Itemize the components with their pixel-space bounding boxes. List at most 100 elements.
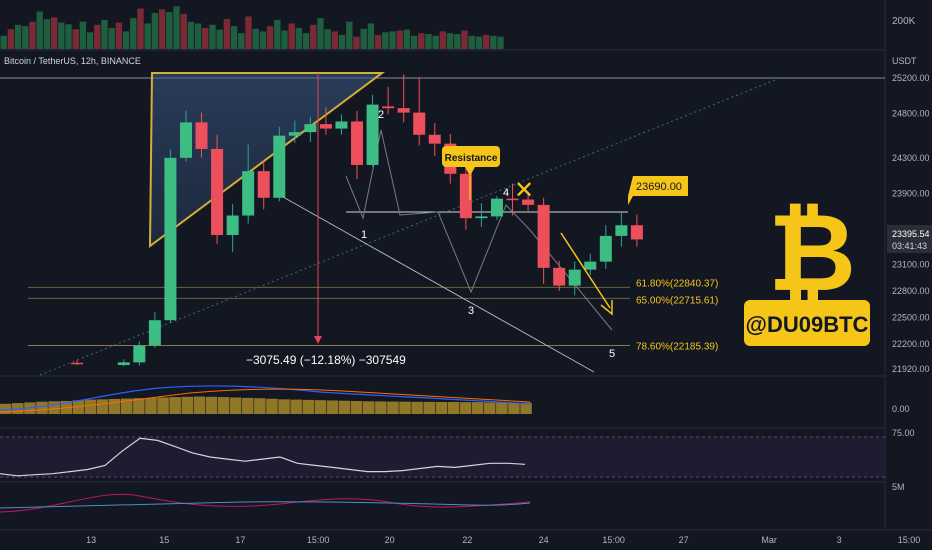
- volume-bar: [101, 19, 108, 49]
- candle[interactable]: [273, 135, 286, 198]
- macd-histogram-bar: [411, 401, 423, 414]
- candle[interactable]: [242, 171, 255, 216]
- candle[interactable]: [630, 225, 643, 240]
- fib-level-label: 61.80%(22840.37): [636, 278, 718, 289]
- volume-bar: [446, 33, 454, 49]
- time-tick-label: 15:00: [307, 535, 330, 545]
- level-badge[interactable]: 23690.00: [628, 176, 688, 205]
- candle[interactable]: [117, 362, 130, 366]
- macd-histogram-bar: [290, 399, 302, 414]
- volume-bar: [14, 24, 22, 49]
- watermark-text: @DU09BTC: [746, 312, 869, 337]
- level-badge-box: [628, 176, 688, 205]
- candle[interactable]: [319, 124, 332, 129]
- macd-histogram-bar: [169, 397, 181, 414]
- macd-histogram-bar: [266, 398, 278, 414]
- macd-line: [0, 385, 531, 411]
- volume-bar: [72, 29, 79, 49]
- resistance-callout[interactable]: Resistance: [442, 146, 500, 200]
- candle[interactable]: [226, 215, 239, 236]
- candle[interactable]: [584, 261, 597, 270]
- volume-bar: [295, 27, 303, 49]
- time-tick-label: 17: [235, 535, 245, 545]
- price-tick-label: 23100.00: [892, 259, 930, 269]
- time-tick-label: Mar: [761, 535, 777, 545]
- wave-label-4: 4: [503, 187, 509, 199]
- volume-bar: [461, 30, 468, 49]
- candle[interactable]: [599, 235, 612, 262]
- lower-indicator-line-a: [0, 493, 531, 513]
- price-tick-label: 23900.00: [892, 188, 930, 198]
- volume-bar: [403, 29, 411, 49]
- candle[interactable]: [490, 198, 503, 217]
- macd-histogram-bar: [133, 398, 145, 414]
- candle[interactable]: [506, 198, 519, 201]
- time-tick-label: 15: [159, 535, 169, 545]
- volume-bar: [389, 31, 396, 49]
- candle[interactable]: [537, 204, 550, 268]
- macd-histogram-bar: [423, 401, 435, 414]
- candle[interactable]: [288, 132, 301, 136]
- macd-histogram-bar: [121, 398, 133, 414]
- ascending-triangle-pattern[interactable]: [148, 72, 386, 249]
- candle[interactable]: [522, 199, 535, 205]
- candle[interactable]: [211, 148, 224, 236]
- candle[interactable]: [366, 104, 379, 165]
- price-tick-label: 21920.00: [892, 364, 930, 374]
- candle[interactable]: [413, 112, 426, 135]
- volume-bar: [209, 24, 216, 49]
- symbol-label: Bitcoin / TetherUS, 12h, BINANCE: [4, 56, 141, 66]
- candle[interactable]: [397, 108, 410, 113]
- fib-level-label: 65.00%(22715.61): [636, 295, 718, 306]
- elliott-wave-path[interactable]: [345, 129, 613, 331]
- volume-bar: [245, 16, 252, 49]
- macd-histogram-bar: [471, 402, 484, 414]
- macd-histogram-bar: [193, 396, 206, 414]
- volume-bar: [346, 21, 353, 49]
- candle[interactable]: [179, 122, 192, 158]
- volume-bar: [382, 32, 389, 49]
- volume-bar: [238, 33, 245, 49]
- macd-histogram-bar: [350, 401, 363, 414]
- candle[interactable]: [568, 269, 581, 286]
- level-lines: [0, 77, 885, 346]
- volume-bar: [468, 35, 475, 49]
- macd-histogram-bar: [435, 401, 448, 414]
- candle[interactable]: [257, 171, 270, 198]
- candle[interactable]: [382, 106, 395, 109]
- candle[interactable]: [195, 122, 208, 149]
- volume-bar: [108, 27, 115, 49]
- volume-bar: [281, 30, 288, 49]
- volume-bar: [374, 34, 382, 49]
- volume-bar: [130, 18, 137, 49]
- candle[interactable]: [428, 134, 441, 144]
- resistance-callout-box: [442, 146, 500, 167]
- candle[interactable]: [351, 121, 364, 165]
- candle[interactable]: [71, 362, 84, 365]
- volume-bar: [410, 35, 418, 49]
- candle[interactable]: [459, 173, 472, 219]
- descending-trend-line[interactable]: [275, 192, 595, 373]
- macd-histogram-bar: [447, 401, 460, 414]
- price-tick-label: 22200.00: [892, 339, 930, 349]
- volume-bar: [310, 24, 317, 49]
- candle[interactable]: [615, 225, 628, 236]
- rsi-level-label: 75.00: [892, 428, 915, 438]
- macd-histogram-bar: [387, 401, 399, 414]
- resistance-callout-pointer: [465, 167, 475, 176]
- volume-bar: [454, 34, 461, 49]
- candle[interactable]: [553, 267, 566, 286]
- candle[interactable]: [335, 121, 348, 129]
- candle[interactable]: [148, 320, 161, 346]
- volume-bar: [79, 21, 87, 49]
- volume-bar: [144, 23, 151, 49]
- time-tick-label: 20: [385, 535, 395, 545]
- candle[interactable]: [475, 216, 488, 219]
- candle[interactable]: [304, 124, 317, 133]
- candle[interactable]: [133, 345, 146, 363]
- projection-arrow-head: [600, 300, 613, 316]
- macd-histogram-bar: [48, 401, 60, 414]
- candle[interactable]: [164, 157, 177, 321]
